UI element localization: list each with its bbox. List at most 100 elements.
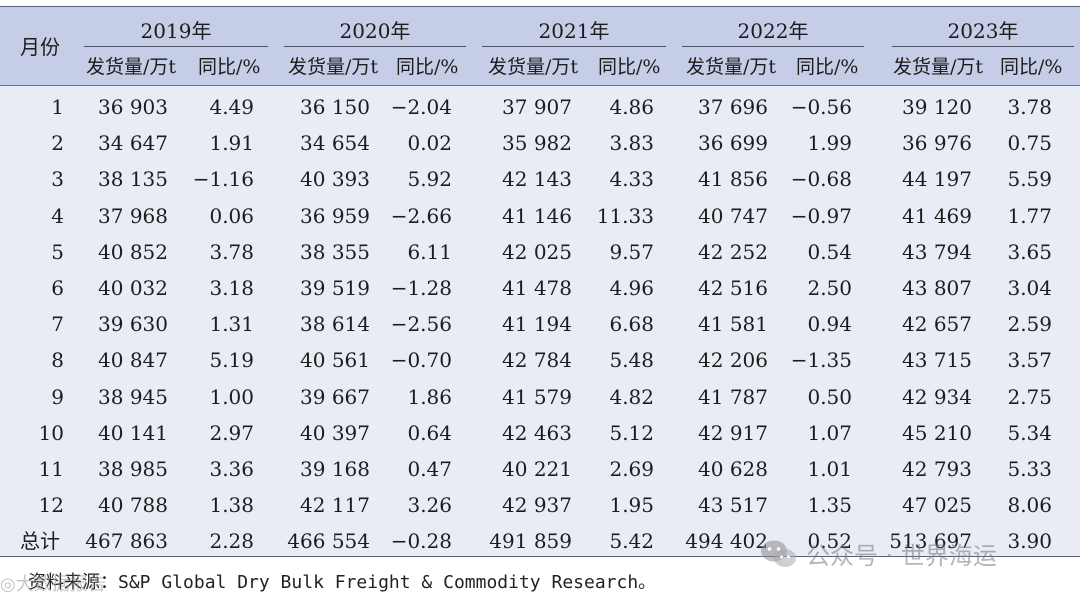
shipment-value: 37 907 (502, 95, 572, 119)
yoy-value: −0.28 (390, 529, 452, 554)
month-cell: 8 (51, 348, 64, 373)
shipment-value: 38 355 (300, 239, 370, 264)
year-rule (84, 46, 268, 47)
month-cell: 2 (51, 131, 64, 156)
year-header: 2023年 (947, 19, 1019, 43)
yoy-value: −0.70 (390, 348, 452, 373)
month-column-header: 月份 (20, 35, 60, 59)
shipment-value: 40 788 (98, 493, 168, 518)
yoy-value: 4.82 (609, 384, 654, 409)
yoy-value: 1.95 (609, 493, 654, 518)
yoy-value: 11.33 (596, 203, 654, 228)
shipment-subheader: 发货量/万t (686, 56, 777, 78)
watermark-right-text: 公众号 · 世界海运 (806, 542, 997, 570)
yoy-value: 3.26 (407, 493, 452, 518)
yoy-value: 5.19 (209, 348, 254, 373)
yoy-subheader: 同比/% (598, 56, 661, 78)
shipment-value: 42 793 (902, 457, 972, 481)
shipment-value: 37 696 (698, 95, 768, 119)
shipment-value: 35 982 (502, 131, 572, 156)
shipment-value: 42 516 (698, 276, 768, 300)
shipment-value: 39 519 (300, 276, 370, 300)
header-divider (0, 85, 1080, 86)
yoy-value: 0.64 (407, 420, 452, 445)
yoy-value: 6.68 (609, 312, 654, 337)
shipment-value: 36 959 (300, 203, 370, 228)
shipment-value: 41 787 (698, 384, 768, 409)
shipment-value: 38 614 (300, 312, 370, 337)
yoy-value: 1.01 (807, 457, 852, 481)
yoy-value: 3.57 (1007, 348, 1052, 373)
shipment-value: 41 194 (502, 312, 572, 337)
yoy-value: 0.54 (807, 239, 852, 264)
shipment-value: 45 210 (902, 420, 972, 445)
watermark-right: 公众号 · 世界海运 (760, 536, 997, 571)
month-cell: 11 (38, 457, 64, 481)
year-rule (892, 46, 1074, 47)
shipment-value: 40 397 (300, 420, 370, 445)
year-rule (284, 46, 466, 47)
shipment-value: 40 561 (300, 348, 370, 373)
yoy-value: 5.48 (609, 348, 654, 373)
month-cell: 3 (51, 167, 64, 192)
month-cell: 6 (51, 276, 64, 300)
shipment-value: 41 478 (502, 276, 572, 300)
shipment-value: 39 667 (300, 384, 370, 409)
shipment-value: 42 143 (502, 167, 572, 192)
shipment-value: 37 968 (98, 203, 168, 228)
yoy-value: 9.57 (609, 239, 654, 264)
shipment-value: 40 393 (300, 167, 370, 192)
shipment-value: 43 715 (902, 348, 972, 373)
year-header: 2020年 (339, 19, 411, 43)
shipment-value: 41 579 (502, 384, 572, 409)
year-header: 2021年 (538, 19, 610, 43)
yoy-value: 5.34 (1007, 420, 1052, 445)
shipment-value: 38 945 (98, 384, 168, 409)
shipment-value: 42 657 (902, 312, 972, 337)
yoy-value: 3.04 (1007, 276, 1052, 300)
shipment-value: 42 917 (698, 420, 768, 445)
shipment-value: 40 221 (502, 457, 572, 481)
yoy-value: 0.50 (807, 384, 852, 409)
shipment-value: 40 852 (98, 239, 168, 264)
yoy-value: 3.90 (1007, 529, 1052, 554)
shipment-value: 491 859 (489, 529, 572, 554)
year-rule (682, 46, 864, 47)
yoy-value: 4.96 (609, 276, 654, 300)
yoy-value: −0.97 (790, 203, 852, 228)
shipment-value: 42 025 (502, 239, 572, 264)
total-label: 总计 (20, 529, 60, 554)
yoy-value: 3.78 (1007, 95, 1052, 119)
yoy-value: 8.06 (1007, 493, 1052, 518)
month-cell: 12 (38, 493, 64, 518)
shipment-value: 43 807 (902, 276, 972, 300)
yoy-value: 0.02 (407, 131, 452, 156)
year-header: 2019年 (140, 19, 212, 43)
shipment-value: 34 647 (98, 131, 168, 156)
shipment-value: 513 697 (889, 529, 972, 554)
shipment-value: 43 517 (698, 493, 768, 518)
shipment-value: 39 120 (902, 95, 972, 119)
shipment-value: 36 976 (902, 131, 972, 156)
yoy-value: 0.94 (807, 312, 852, 337)
shipment-value: 41 469 (902, 203, 972, 228)
yoy-value: 2.75 (1007, 384, 1052, 409)
shipment-value: 36 903 (98, 95, 168, 119)
yoy-value: 3.83 (609, 131, 654, 156)
shipment-value: 41 146 (502, 203, 572, 228)
yoy-value: 1.38 (209, 493, 254, 518)
yoy-subheader: 同比/% (796, 56, 859, 78)
yoy-value: 5.42 (609, 529, 654, 554)
yoy-value: 5.12 (609, 420, 654, 445)
month-cell: 10 (38, 420, 64, 445)
shipment-value: 38 135 (98, 167, 168, 192)
shipment-value: 42 117 (300, 493, 370, 518)
shipment-value: 40 747 (698, 203, 768, 228)
shipment-subheader: 发货量/万t (488, 56, 579, 78)
yoy-value: 1.35 (807, 493, 852, 518)
yoy-value: 1.07 (807, 420, 852, 445)
yoy-subheader: 同比/% (198, 56, 261, 78)
shipment-value: 43 794 (902, 239, 972, 264)
shipment-value: 34 654 (300, 131, 370, 156)
shipment-value: 36 150 (300, 95, 370, 119)
